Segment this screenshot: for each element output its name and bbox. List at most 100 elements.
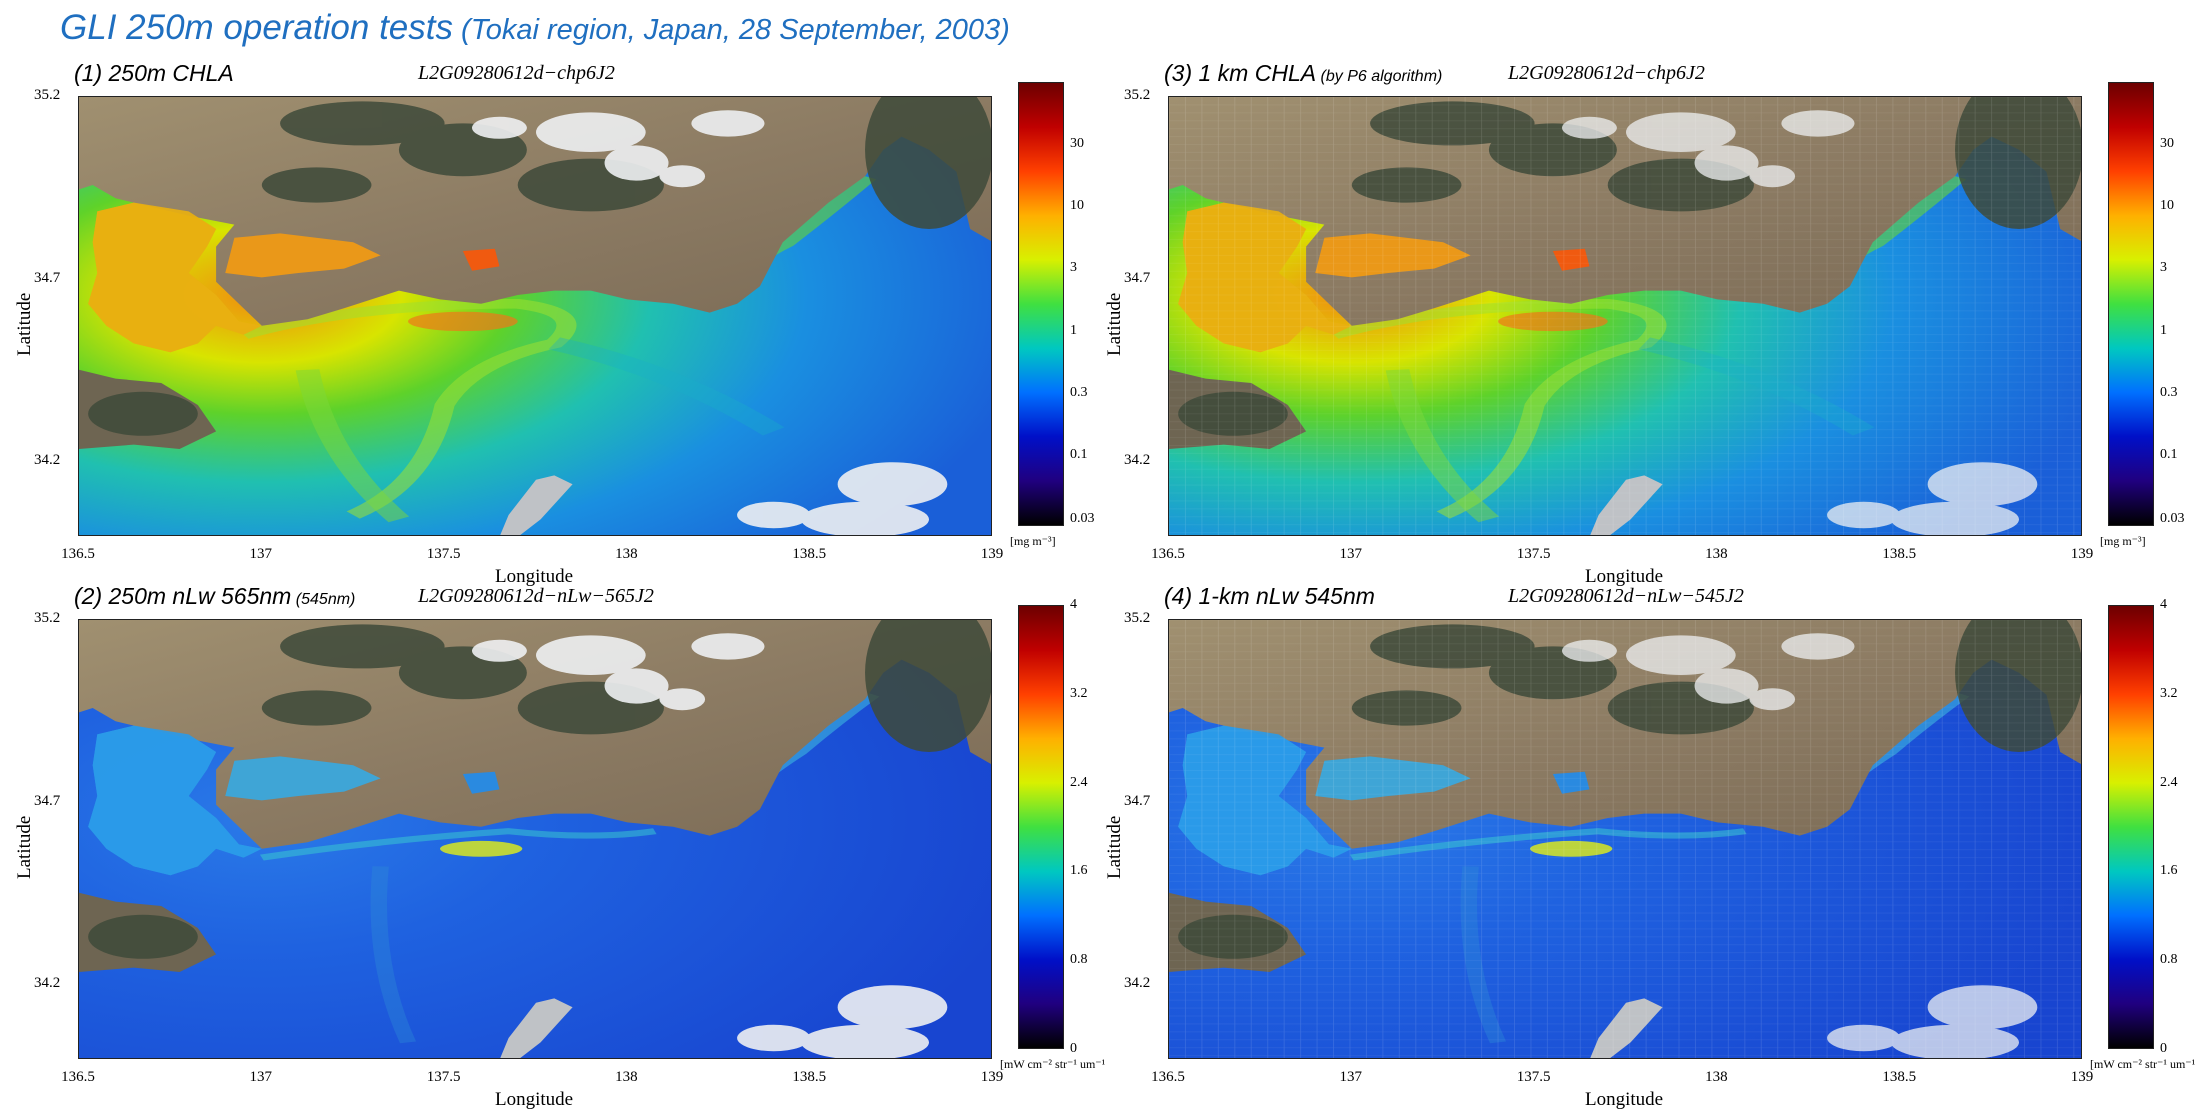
x-tick-label: 137 [249, 1069, 273, 1085]
colorbar-tick-label: 0 [1070, 1041, 1077, 1056]
colorbar [1018, 605, 1064, 1049]
colorbar-tick-label: 1 [1070, 322, 1077, 338]
colorbar [2108, 605, 2154, 1049]
x-tick-label: 138.5 [792, 1069, 827, 1085]
map-image [1168, 619, 2082, 1059]
panel-title: (1) 250m CHLA [74, 60, 234, 87]
product-id: L2G09280612d−chp6J2 [1508, 62, 1705, 84]
y-axis-label: Latitude [14, 815, 35, 879]
x-tick-label: 139 [2070, 1069, 2094, 1085]
x-tick-label: 137.5 [426, 1069, 461, 1085]
colorbar-tick-label: 0.1 [1070, 446, 1088, 462]
colorbar-tick-label: 3.2 [1070, 685, 1088, 701]
colorbar-tick-label: 3.2 [2160, 685, 2178, 701]
panel-title-text: (2) 250m nLw 565nm [74, 583, 292, 609]
y-tick-label: 34.2 [34, 975, 61, 992]
colorbar-tick-label: 2.4 [2160, 774, 2178, 790]
y-tick-label: 34.7 [1124, 269, 1151, 286]
cloud-patches [472, 110, 948, 535]
figure-title: GLI 250m operation tests (Tokai region, … [60, 8, 1010, 48]
colorbar-tick-label: 1.6 [2160, 863, 2178, 879]
colorbar-tick-label: 10 [1070, 198, 1084, 214]
y-tick-label: 34.2 [1124, 452, 1151, 469]
x-tick-label: 139 [980, 1069, 1004, 1085]
y-tick-label: 34.7 [34, 269, 61, 286]
colorbar-tick-label: 0.8 [1070, 952, 1088, 968]
figure-title-main: GLI 250m operation tests [60, 8, 453, 47]
colorbar-unit: [mW cm⁻² str⁻¹ um⁻¹ [2090, 1057, 2196, 1071]
y-tick-label: 35.2 [34, 87, 61, 103]
x-tick-label: 137.5 [1516, 1069, 1551, 1085]
panel-title: (4) 1-km nLw 545nm [1164, 583, 1375, 610]
y-tick-label: 34.2 [1124, 975, 1151, 992]
y-axis-label: Latitude [14, 292, 35, 356]
panel-title: (3) 1 km CHLA (by P6 algorithm) [1164, 60, 1442, 87]
colorbar-tick-label: 3 [1070, 260, 1077, 276]
x-tick-label: 138 [1705, 546, 1728, 562]
x-tick-label: 136.5 [1151, 546, 1185, 562]
colorbar-unit: [mg m⁻³] [2100, 534, 2146, 548]
x-tick-label: 139 [2070, 546, 2094, 562]
map-image [78, 96, 992, 536]
colorbar-tick-label: 4 [1070, 597, 1077, 612]
y-axis-label: Latitude [1104, 292, 1125, 356]
x-tick-label: 138.5 [1882, 1069, 1917, 1085]
colorbar-tick-label: 0.8 [2160, 952, 2178, 968]
x-tick-label: 137.5 [1516, 546, 1551, 562]
x-tick-label: 139 [980, 546, 1004, 562]
y-tick-label: 34.7 [34, 792, 61, 809]
colorbar-tick-label: 10 [2160, 198, 2174, 214]
colorbar-tick-label: 2.4 [1070, 774, 1088, 790]
panel-title-note: (545nm) [291, 591, 356, 608]
colorbar-tick-label: 0.03 [2160, 511, 2185, 527]
colorbar-tick-label: 30 [2160, 136, 2174, 152]
map-image [1168, 96, 2082, 536]
map-image [78, 619, 992, 1059]
product-id: L2G09280612d−nLw−545J2 [1508, 585, 1744, 607]
x-tick-label: 137 [1339, 546, 1363, 562]
colorbar-tick-label: 3 [2160, 260, 2167, 276]
colorbar-tick-label: 0.03 [1070, 511, 1095, 527]
colorbar-unit: [mW cm⁻² str⁻¹ um⁻¹ [1000, 1057, 1106, 1071]
x-tick-label: 138 [1705, 1069, 1728, 1085]
x-axis-label: Longitude [1585, 566, 1664, 587]
colorbar [2108, 82, 2154, 526]
x-axis-label: Longitude [495, 566, 574, 587]
colorbar-tick-label: 1.6 [1070, 863, 1088, 879]
colorbar-tick-label: 0.3 [1070, 384, 1088, 400]
y-tick-label: 34.7 [1124, 792, 1151, 809]
colorbar [1018, 82, 1064, 526]
x-tick-label: 137 [249, 546, 273, 562]
colorbar-tick-label: 0.3 [2160, 384, 2178, 400]
colorbar-tick-label: 4 [2160, 597, 2167, 612]
colorbar-tick-label: 0 [2160, 1041, 2167, 1056]
x-tick-label: 136.5 [1151, 1069, 1185, 1085]
y-tick-label: 35.2 [1124, 610, 1151, 626]
y-tick-label: 35.2 [34, 610, 61, 626]
colorbar-tick-label: 30 [1070, 136, 1084, 152]
x-axis-label: Longitude [495, 1089, 574, 1110]
product-id: L2G09280612d−chp6J2 [418, 62, 615, 84]
cloud-patches [472, 633, 948, 1058]
colorbar-tick-label: 1 [2160, 322, 2167, 338]
x-tick-label: 138 [615, 546, 638, 562]
panel-title-note: (by P6 algorithm) [1316, 68, 1443, 85]
product-id: L2G09280612d−nLw−565J2 [418, 585, 654, 607]
y-axis-label: Latitude [1104, 815, 1125, 879]
colorbar-tick-label: 0.1 [2160, 446, 2178, 462]
x-tick-label: 137.5 [426, 546, 461, 562]
panel-title-text: (3) 1 km CHLA [1164, 60, 1317, 86]
x-tick-label: 138.5 [792, 546, 827, 562]
panel-title-text: (4) 1-km nLw 545nm [1164, 583, 1375, 609]
x-tick-label: 136.5 [61, 1069, 95, 1085]
forest-patches [88, 620, 991, 959]
figure-title-sub: (Tokai region, Japan, 28 September, 2003… [453, 14, 1010, 46]
x-axis-label: Longitude [1585, 1089, 1664, 1110]
x-tick-label: 137 [1339, 1069, 1363, 1085]
y-tick-label: 35.2 [1124, 87, 1151, 103]
x-tick-label: 136.5 [61, 546, 95, 562]
panel-title-text: (1) 250m CHLA [74, 60, 234, 86]
x-tick-label: 138.5 [1882, 546, 1917, 562]
x-tick-label: 138 [615, 1069, 638, 1085]
y-tick-label: 34.2 [34, 452, 61, 469]
